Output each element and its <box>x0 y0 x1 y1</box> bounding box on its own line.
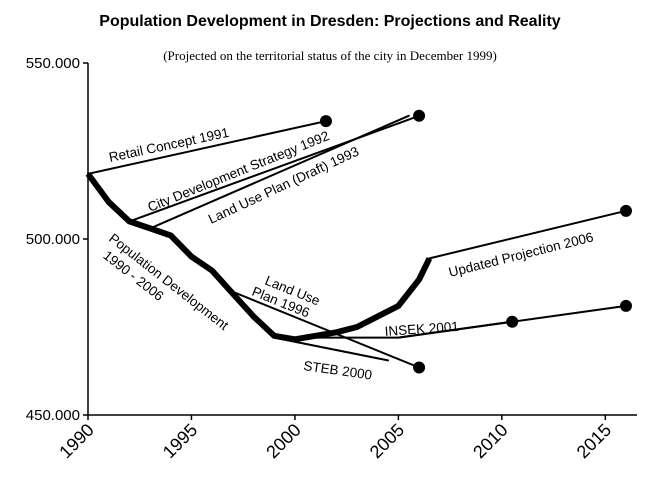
y-tick-label: 450.000 <box>26 407 80 424</box>
x-tick-label: 2010 <box>469 420 511 462</box>
series-endpoint-marker-2 <box>413 109 426 122</box>
series-endpoint-marker-1 <box>319 115 332 128</box>
y-tick-label: 550.000 <box>26 55 80 72</box>
x-tick-label: 1995 <box>159 420 201 462</box>
label-steb-2000: STEB 2000 <box>303 358 373 382</box>
y-tick-label: 500.000 <box>26 231 80 248</box>
chart-title: Population Development in Dresden: Proje… <box>99 13 561 30</box>
series-line-1 <box>87 120 327 175</box>
label-land-use-plan-1996: Land Use Plan 1996 <box>250 270 326 324</box>
label-population-development-line1: Population Development <box>106 231 231 334</box>
series-line-8 <box>428 209 627 260</box>
x-tick-label: 1990 <box>55 420 97 462</box>
series-markers <box>319 109 632 374</box>
series-endpoint-marker-8 <box>620 204 632 217</box>
chart-subtitle: (Projected on the territorial status of … <box>163 48 497 63</box>
series-endpoint-marker-6 <box>506 315 519 328</box>
series-line-5 <box>273 336 389 362</box>
x-tick-label: 2005 <box>366 420 408 462</box>
label-retail-concept-1991: Retail Concept 1991 <box>108 125 231 165</box>
series-endpoint-marker-4 <box>413 361 426 374</box>
label-insek-2001: INSEK 2001 <box>384 319 459 339</box>
x-tick-label: 2000 <box>262 420 304 462</box>
label-population-development: Population Development 1990 - 2006 <box>96 231 235 349</box>
series-line-3 <box>149 114 410 230</box>
series-line-2 <box>128 114 421 223</box>
series-line-0 <box>85 172 433 343</box>
series-line-4 <box>231 290 421 369</box>
series-lines <box>85 114 627 369</box>
x-tick-label: 2015 <box>573 420 615 462</box>
series-endpoint-marker-7 <box>620 299 632 312</box>
